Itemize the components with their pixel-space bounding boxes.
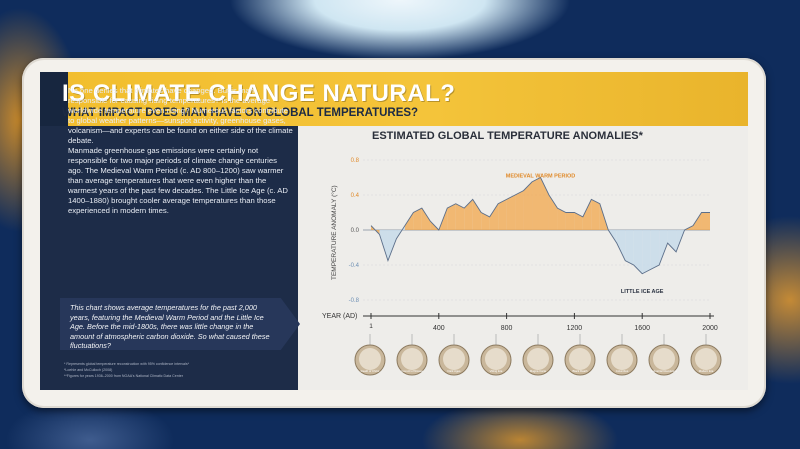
ship-icon: [485, 348, 507, 370]
panel-title: IS CLIMATE CHANGE NATURAL?: [62, 80, 456, 107]
warm-area: [701, 212, 710, 230]
banner-accent: [40, 72, 68, 126]
medallion-caption: Columbus: [616, 369, 629, 373]
chart-callout: This chart shows average temperatures fo…: [60, 298, 300, 350]
callout-text: This chart shows average temperatures fo…: [70, 303, 270, 350]
warm-area: [574, 212, 583, 230]
medallion-caption: Modern Era: [699, 369, 714, 373]
temple-icon: [401, 348, 423, 370]
cool-area: [667, 230, 677, 252]
cool-area: [616, 230, 626, 261]
warm-area: [498, 199, 507, 230]
cool-area: [642, 230, 651, 274]
y-axis-label: TEMPERATURE ANOMALY (°C): [330, 185, 338, 280]
x-tick-label: 800: [501, 325, 513, 332]
medallion-caption: Black Death: [572, 369, 588, 373]
warm-area: [413, 208, 422, 230]
x-tick-label: 1200: [567, 325, 583, 332]
cool-area: [659, 230, 668, 265]
warm-area: [455, 203, 465, 230]
title-banner: [40, 72, 748, 126]
warm-area: [421, 208, 431, 230]
y-tick-label: 0.8: [351, 158, 360, 164]
warm-area: [472, 199, 482, 230]
footnote-2: *Loehle and McCulloch (2008): [64, 368, 113, 372]
y-tick-label: -0.8: [349, 298, 360, 304]
warm-area: [582, 199, 592, 230]
temperature-line: [370, 176, 710, 275]
castle-icon: [527, 348, 549, 370]
x-tick-label: 400: [433, 325, 445, 332]
cool-area: [387, 230, 397, 261]
cool-area: [625, 230, 634, 265]
warm-area: [464, 199, 473, 230]
warm-area: [565, 212, 575, 230]
ship2-icon: [611, 348, 633, 370]
x-axis-label: YEAR (AD): [322, 313, 357, 320]
warm-area: [591, 199, 600, 230]
x-tick-label: 1600: [634, 325, 650, 332]
x-tick-label: 2000: [702, 325, 718, 332]
cool-area: [633, 230, 643, 274]
warm-area: [523, 181, 533, 230]
little-ice-age-label: LITTLE ICE AGE: [621, 289, 664, 295]
medallion-caption: Magna Carta: [530, 369, 547, 373]
warm-area: [447, 203, 456, 230]
temperature-chart: 0.8 0.4 0.0 -0.4 -0.8 TEMPERATURE ANOMALY (°C…: [322, 158, 722, 376]
warm-area: [481, 212, 490, 230]
book-icon: [695, 348, 717, 370]
knight-icon: [569, 348, 591, 370]
footnote-1: * Represents global temperature reconstr…: [64, 362, 190, 366]
history-paragraph: Manmade greenhouse gas emissions were ce…: [68, 146, 288, 215]
y-tick-label: 0.0: [351, 228, 360, 234]
y-tick-label: -0.4: [349, 263, 360, 269]
warm-area: [515, 190, 524, 230]
warm-area: [548, 195, 558, 230]
warm-area: [404, 212, 414, 230]
warm-area: [693, 212, 702, 230]
scroll-icon: [443, 348, 465, 370]
intro-paragraph: No one denies that climates have changed…: [68, 86, 293, 145]
medallion-caption: Council of Nicaea: [401, 369, 423, 373]
cool-area: [650, 230, 660, 270]
chart-title: ESTIMATED GLOBAL TEMPERATURE ANOMALIES*: [372, 130, 643, 142]
medallion-caption: Industrial Revolution: [651, 369, 677, 373]
warm-area: [506, 195, 516, 230]
exhibit-panel: IS CLIMATE CHANGE NATURAL? WHAT IMPACT D…: [40, 72, 748, 390]
footnote-3: **Figures for years 1936–2000 from NOAA'…: [64, 374, 183, 378]
panel-subtitle: WHAT IMPACT DOES MAN HAVE ON GLOBAL TEMP…: [62, 107, 419, 119]
warm-area: [557, 208, 566, 230]
warm-area: [532, 177, 541, 230]
medieval-warm-label: MEDIEVAL WARM PERIOD: [506, 174, 575, 180]
warm-area: [489, 203, 499, 230]
crucifixion-icon: [359, 348, 381, 370]
medallion-caption: Viking Era: [490, 369, 503, 373]
medallion-caption: Dark Ages: [448, 369, 462, 373]
y-tick-label: 0.4: [351, 193, 360, 199]
medallion-caption: Death of Christ: [361, 369, 380, 373]
x-tick-label: 1: [369, 323, 373, 330]
factory-icon: [653, 348, 675, 370]
